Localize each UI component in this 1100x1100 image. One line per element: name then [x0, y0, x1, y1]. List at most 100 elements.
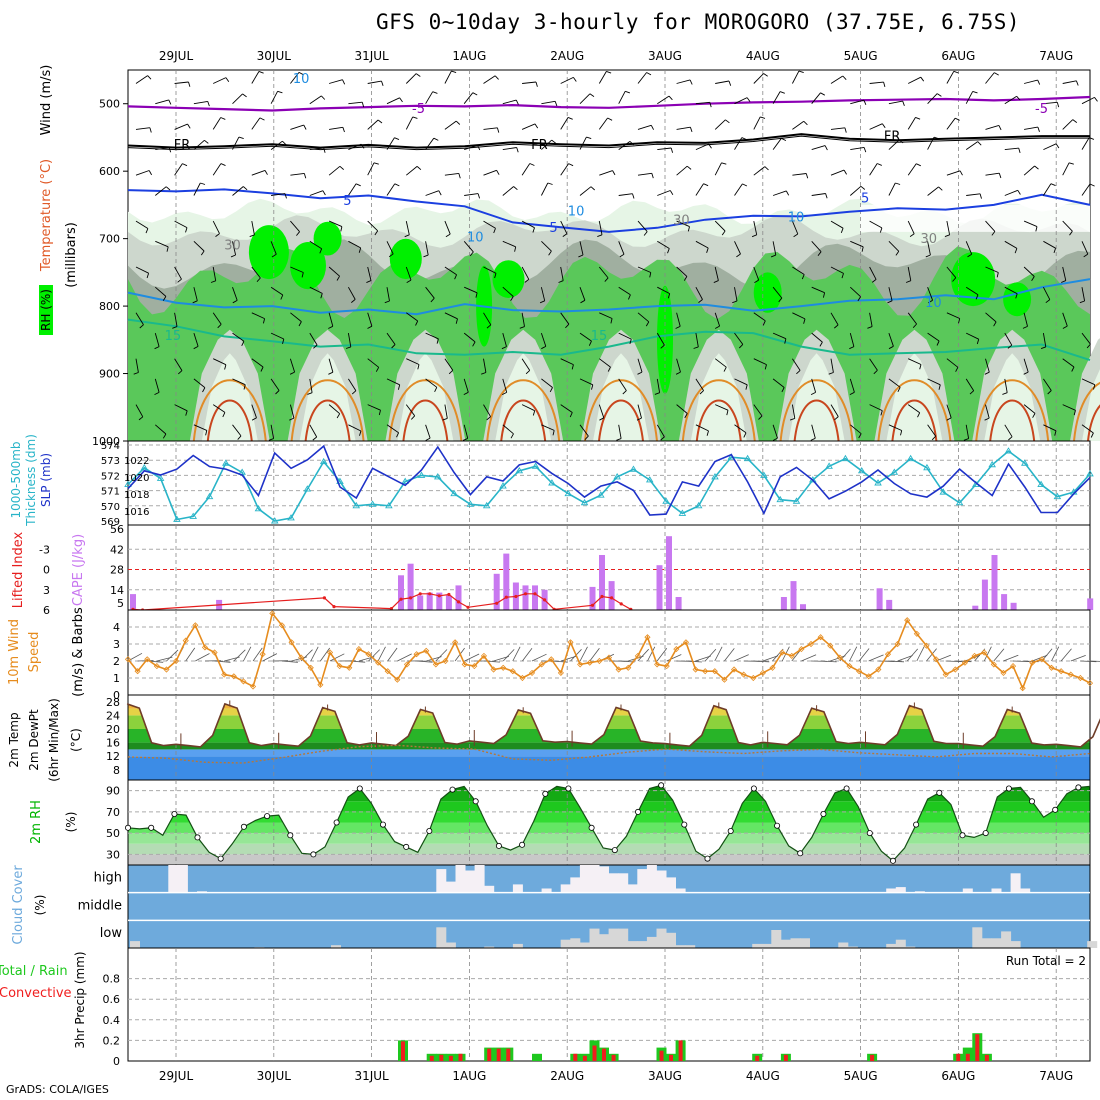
wind-barb-flag: [589, 93, 595, 97]
wind-barb: [907, 163, 917, 176]
wind-barb-flag: [895, 251, 900, 256]
contour-label: 15: [165, 329, 182, 344]
temperature-band: [128, 729, 1090, 743]
rh2m-marker: [519, 841, 526, 848]
wind-barb: [849, 332, 855, 347]
wind-barb-flag: [154, 391, 160, 396]
wind-barb: [367, 80, 382, 84]
wind-barb-flag: [627, 294, 631, 300]
wind10m-barb: [512, 646, 521, 662]
wind-barb-flag: [280, 294, 284, 300]
wind10m-barb: [214, 660, 231, 663]
wind-barb: [232, 424, 242, 437]
contour-label: 10: [568, 204, 585, 219]
wind-barb-flag: [912, 323, 917, 329]
wind-barb-flag: [745, 384, 748, 390]
wind-barb: [753, 166, 766, 176]
wind-barb-flag: [810, 437, 816, 441]
cloud-high-gap: [560, 884, 571, 893]
wind-barb-flag: [210, 280, 216, 283]
cloud-high-gap: [618, 873, 629, 893]
wind10m-marker: [981, 649, 988, 656]
wind-barb: [521, 123, 536, 130]
rh-saturated-blob: [1003, 282, 1032, 317]
wind-barb: [270, 332, 284, 340]
rh2m-marker: [449, 786, 456, 793]
cloud-cover-panel: high middle low: [78, 864, 1098, 949]
wind-barb: [792, 173, 807, 176]
wind-barb: [174, 123, 188, 130]
wind-barb-flag: [606, 70, 612, 74]
wind-barb-flag: [1037, 79, 1041, 85]
wind-barb: [560, 163, 569, 176]
wind-barb: [541, 424, 555, 431]
wind-barb-flag: [721, 162, 727, 165]
wind-barb-flag: [713, 280, 719, 284]
wind10m-barb: [695, 655, 711, 662]
wind-barb: [734, 332, 744, 345]
wind10m-marker: [519, 674, 526, 682]
cloud-low-gap: [800, 938, 810, 948]
wind-barb: [270, 140, 283, 150]
wind-barb-flag: [165, 186, 171, 191]
wind-barb: [406, 166, 418, 176]
wind-barb: [791, 220, 799, 235]
rh-band: [128, 854, 1090, 865]
rh-saturated-blob: [313, 221, 342, 256]
wind-barb-flag: [358, 247, 362, 253]
wind-barb: [850, 185, 862, 196]
wind-barb: [598, 117, 608, 130]
wind10m-marker: [192, 622, 199, 629]
isotherm-plus10: [127, 278, 1091, 316]
wind10m-axis-label-3: (m/s) & Barbs: [71, 607, 86, 697]
isotherm-warm-dome: [388, 379, 463, 442]
cape-tick-label: 42: [110, 543, 124, 556]
rh2m-marker: [1029, 798, 1036, 805]
wind-barb-flag: [1079, 300, 1085, 304]
wind10m-tick-label: 4: [113, 621, 120, 634]
wind-barb: [965, 286, 979, 296]
wind-barb: [232, 136, 240, 150]
wind-barb-flag: [268, 438, 274, 441]
wind10m-marker: [827, 642, 834, 649]
wind-barb: [174, 163, 183, 176]
wind10m-barb: [464, 653, 480, 662]
wind-barb: [425, 332, 439, 340]
wind-barb-flag: [394, 137, 400, 141]
thickness-marker: [711, 473, 719, 480]
cloud-low-gap: [981, 938, 992, 948]
cape-bar: [972, 605, 979, 610]
wind-barb: [367, 358, 379, 368]
wind-barb: [869, 266, 877, 280]
wind-barb-flag: [404, 234, 410, 238]
wind-barb-flag: [591, 384, 594, 390]
cloud-high-gap: [474, 865, 485, 893]
wind10m-marker: [567, 639, 574, 646]
wind-barb: [521, 163, 531, 176]
thickness-marker: [955, 498, 964, 506]
rh2m-marker: [936, 789, 943, 796]
wind-barb-flag: [146, 273, 150, 279]
cloud-low-gap: [1010, 941, 1021, 948]
wind-barb: [212, 312, 222, 325]
wind-barb: [985, 72, 995, 84]
dry-tongue-core: [495, 353, 552, 441]
wind-barb-flag: [472, 341, 476, 347]
wind10m-marker: [625, 664, 632, 671]
temperature-tick-label: 12: [106, 750, 120, 763]
wind-barb-flag: [977, 141, 982, 146]
isotherm-warm-dome: [877, 379, 952, 442]
wind10m-marker: [750, 674, 757, 682]
wind-barb: [425, 190, 439, 196]
isotherm-hot-dome: [597, 399, 644, 442]
thickness-marker: [189, 512, 198, 519]
precip-convective-bar: [439, 1054, 444, 1061]
wind-barb-flag: [1045, 299, 1051, 304]
wind-barb-flag: [828, 372, 834, 375]
wind-barb-flag: [998, 173, 1002, 179]
wind-barb-flag: [568, 163, 574, 167]
wind-barb: [695, 183, 704, 196]
cloud-high-gap: [541, 888, 552, 893]
wind-barb: [753, 221, 758, 235]
wind-barb-flag: [684, 413, 688, 419]
